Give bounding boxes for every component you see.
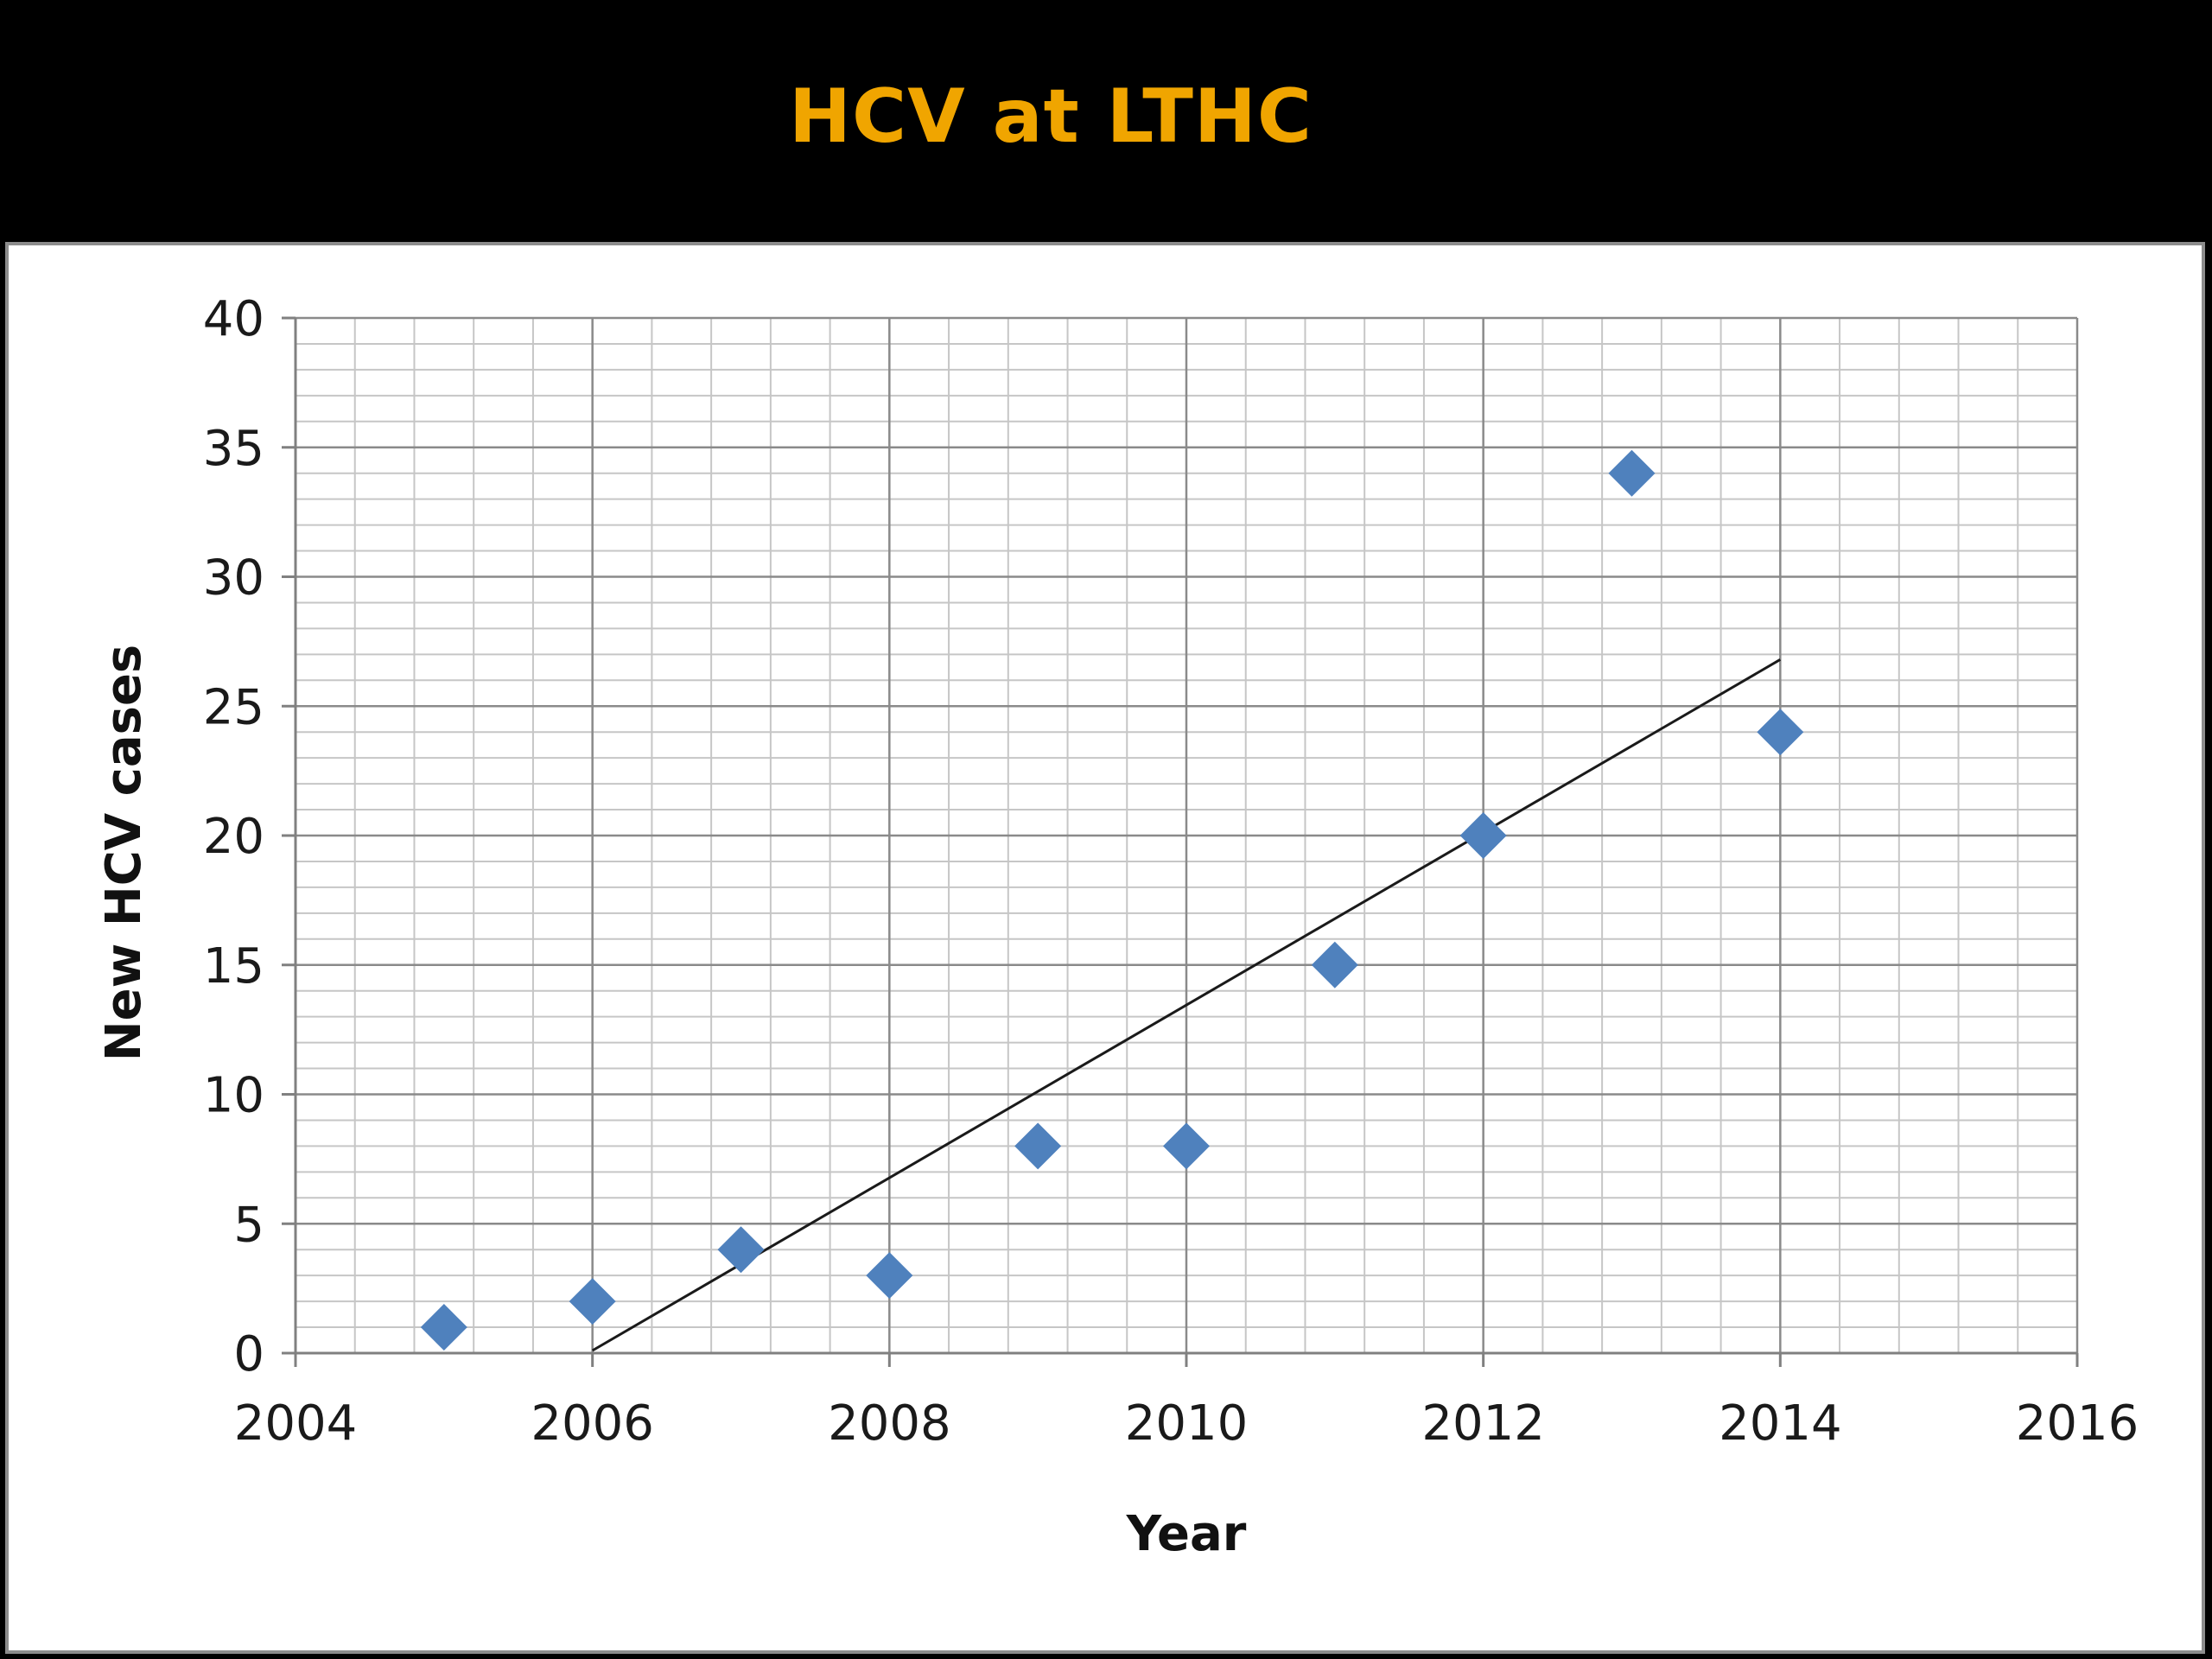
data-point — [1163, 1122, 1210, 1170]
chart-panel: 0 5 10 15 20 25 30 35 40 2004 2006 2008 2010 2012 2014… — [5, 242, 2205, 1654]
y-tick-label: 15 — [203, 938, 264, 995]
data-point — [1014, 1122, 1062, 1170]
data-point — [420, 1304, 467, 1351]
data-point — [717, 1226, 765, 1274]
linear-trendline — [591, 658, 1782, 1352]
y-tick-label: 40 — [203, 291, 264, 347]
data-point — [1311, 941, 1358, 988]
scatter-chart: 0 5 10 15 20 25 30 35 40 2004 2006 2008 2010 2012 2014… — [96, 291, 2139, 1562]
data-point — [569, 1278, 616, 1325]
y-tick-label: 35 — [203, 421, 264, 477]
data-point — [866, 1252, 913, 1300]
x-tick-label: 2014 — [1719, 1395, 1842, 1452]
slide-title: HCV at LTHC — [789, 73, 1313, 160]
data-point — [1459, 812, 1507, 859]
x-tick-label: 2010 — [1125, 1395, 1249, 1452]
y-tick-label: 10 — [203, 1068, 264, 1124]
data-point — [1757, 709, 1804, 756]
y-tick-label: 5 — [233, 1197, 264, 1253]
x-axis-title: Year — [1126, 1506, 1247, 1562]
x-tick-label: 2008 — [828, 1395, 951, 1452]
x-tick-label: 2004 — [234, 1395, 358, 1452]
y-axis-title: New HCV cases — [96, 645, 152, 1062]
x-tick-label: 2012 — [1421, 1395, 1545, 1452]
y-tick-label: 0 — [233, 1326, 264, 1382]
x-tick-label: 2006 — [531, 1395, 654, 1452]
x-tick-label: 2016 — [2016, 1395, 2139, 1452]
y-tick-label: 30 — [203, 550, 264, 607]
y-tick-label: 20 — [203, 809, 264, 865]
y-tick-label: 25 — [203, 679, 264, 735]
data-point — [1608, 449, 1656, 497]
